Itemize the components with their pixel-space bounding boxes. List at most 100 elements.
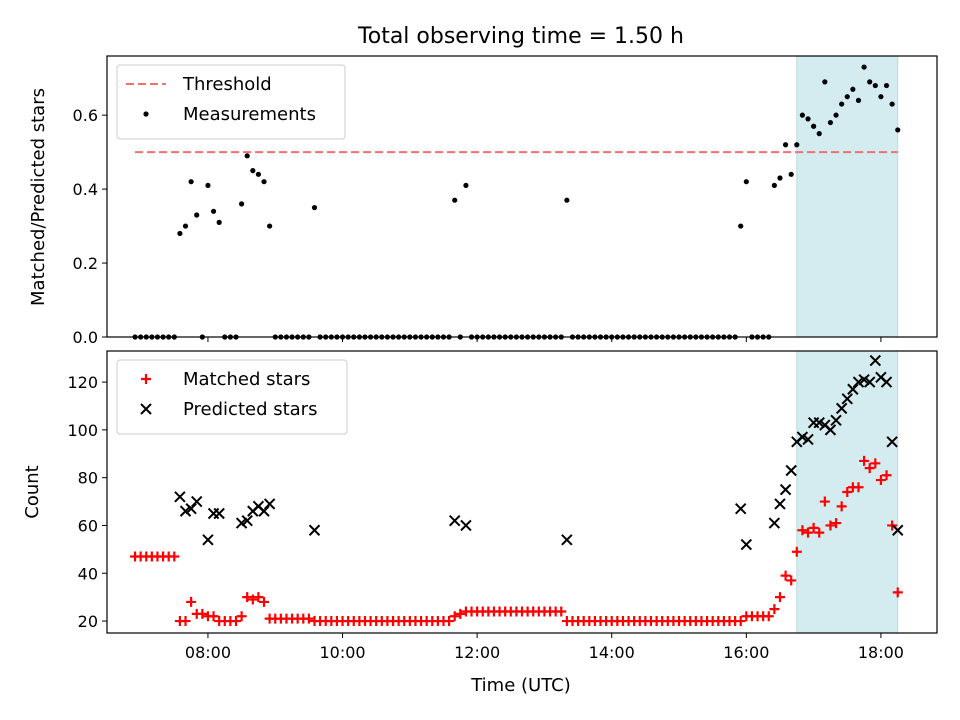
measurements-point — [816, 131, 822, 137]
predicted-stars-point — [841, 393, 853, 405]
matched-stars-point — [735, 616, 746, 627]
measurements-point — [811, 123, 817, 129]
measurements-point — [182, 223, 189, 229]
matched-stars-point — [780, 570, 791, 581]
matched-stars-point — [887, 520, 898, 531]
measurements-point — [250, 168, 256, 174]
matched-stars-point — [769, 604, 780, 615]
matched-stars-point — [253, 592, 264, 603]
matched-stars-point — [556, 606, 567, 617]
predicted-stars-point — [869, 354, 882, 367]
top-y-tick-label: 0.2 — [73, 254, 98, 273]
matched-stars-point — [208, 611, 219, 622]
predicted-stars-point — [774, 498, 786, 510]
predicted-stars-point — [185, 503, 197, 515]
matched-stars-point — [814, 527, 825, 538]
measurements-point — [833, 112, 839, 118]
measurements-point — [452, 197, 458, 203]
bottom-y-tick-label: 80 — [78, 469, 98, 488]
matched-stars-point — [186, 596, 197, 607]
predicted-stars-point — [191, 495, 203, 508]
measurements-point — [855, 97, 862, 103]
measurements-point — [799, 112, 806, 118]
measurements-point — [244, 153, 250, 159]
matched-stars-point — [455, 608, 466, 619]
predicted-stars-point — [448, 514, 461, 527]
matched-stars-point — [303, 613, 314, 624]
matched-stars-point — [864, 463, 875, 474]
predicted-stars-point — [202, 534, 214, 546]
matched-stars-point — [774, 592, 785, 603]
predicted-stars-point — [263, 498, 276, 510]
predicted-stars-point — [824, 424, 837, 436]
matched-stars-point — [842, 487, 853, 497]
top-legend: Threshold Measurements — [116, 64, 346, 140]
matched-stars-point — [230, 616, 241, 627]
top-legend-box — [116, 64, 346, 140]
bottom-x-axis-label: Time (UTC) — [470, 675, 571, 696]
measurements-point — [777, 175, 783, 181]
measurements-point — [850, 86, 856, 92]
measurements-point — [210, 208, 217, 214]
x-tick-label: 12:00 — [454, 643, 500, 662]
measurements-point — [827, 119, 834, 126]
matched-stars-point — [859, 455, 870, 466]
bottom-y-tick-label: 20 — [78, 612, 98, 631]
bottom-y-tick-label: 40 — [78, 564, 98, 583]
predicted-stars-point — [174, 491, 186, 503]
predicted-stars-point — [241, 514, 253, 527]
measurements-point — [889, 101, 895, 107]
matched-stars-point — [797, 525, 808, 536]
matched-stars-point — [836, 501, 847, 512]
matched-stars-point — [803, 527, 814, 538]
top-observing-window-span — [796, 55, 899, 338]
predicted-stars-legend-label: Predicted stars — [183, 399, 317, 420]
matched-stars-point — [259, 596, 270, 607]
top-y-tick-label: 0.4 — [73, 180, 98, 199]
bottom-panel: 20 40 60 80 100 120 08:00 10:00 12:00 14:00 16:00 1… — [67, 350, 938, 662]
measurements-point — [822, 79, 828, 85]
predicted-stars-point — [735, 503, 747, 515]
bottom-legend-box — [116, 359, 348, 435]
matched-stars-legend-label: Matched stars — [183, 369, 310, 390]
measurements-point — [872, 82, 878, 89]
measurements-point — [805, 116, 811, 122]
predicted-stars-point — [308, 524, 321, 536]
measurements-point — [564, 197, 570, 203]
matched-stars-point — [247, 594, 258, 605]
measurements-point — [463, 182, 469, 189]
matched-stars-point — [449, 611, 460, 622]
measurements-point — [255, 171, 262, 177]
measurements-point — [861, 64, 867, 70]
top-y-tick-label: 0.0 — [73, 328, 98, 347]
matched-stars-point — [870, 458, 881, 469]
predicted-stars-point — [892, 524, 904, 536]
x-tick-label: 08:00 — [185, 643, 231, 662]
x-tick-label: 14:00 — [589, 643, 635, 662]
measurements-point — [743, 179, 749, 185]
predicted-stars-point — [802, 433, 814, 446]
matched-stars-point — [180, 616, 191, 627]
matched-stars-point — [808, 522, 819, 533]
predicted-stars-point — [740, 538, 753, 551]
top-y-tick-label: 0.6 — [73, 106, 98, 125]
predicted-stars-point — [830, 414, 842, 427]
matched-stars-point — [197, 608, 208, 619]
measurements-point — [194, 212, 200, 218]
bottom-y-tick-label: 120 — [67, 373, 98, 392]
measurements-point — [205, 182, 211, 189]
top-axes-frame — [106, 55, 938, 338]
matched-stars-point — [169, 551, 180, 562]
bottom-y-axis-label: Count — [22, 465, 43, 518]
matched-stars-point — [825, 520, 836, 531]
measurements-legend-marker — [143, 111, 149, 117]
measurements-point — [794, 142, 800, 148]
predicted-stars-point — [835, 402, 848, 415]
matched-stars-point — [831, 518, 842, 529]
matched-stars-point — [791, 546, 802, 557]
bottom-y-tick-label: 60 — [78, 516, 98, 535]
matched-stars-point — [236, 611, 247, 622]
matched-stars-point — [242, 592, 253, 603]
top-y-axis-label: Matched/Predicted stars — [28, 88, 49, 306]
